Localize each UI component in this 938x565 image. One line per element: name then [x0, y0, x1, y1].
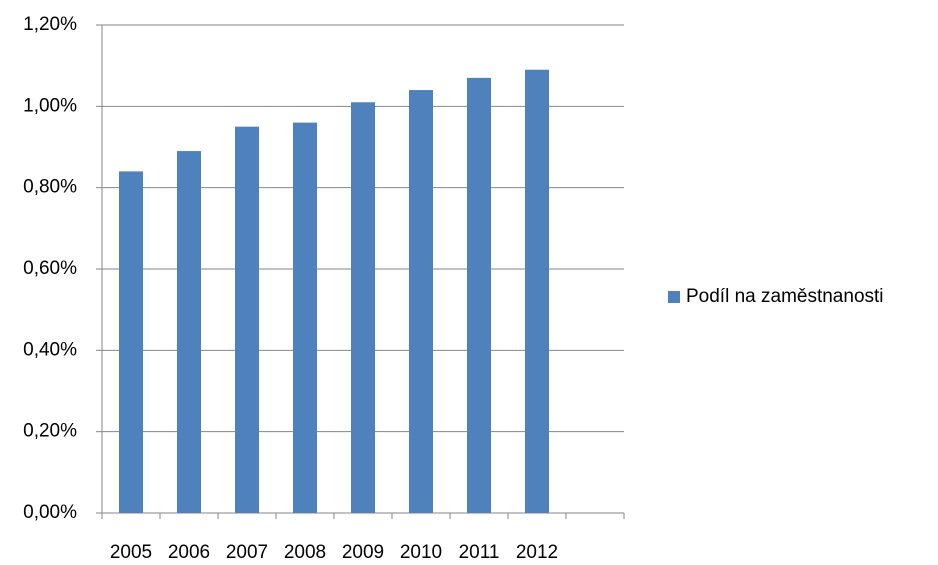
x-tick-label: 2006: [168, 542, 210, 563]
bar: [177, 151, 201, 514]
x-tick-label: 2007: [226, 542, 268, 563]
x-tick-label: 2005: [110, 542, 152, 563]
bar: [293, 122, 317, 513]
bar: [119, 171, 143, 513]
legend-swatch: [668, 291, 680, 303]
x-tick-label: 2010: [400, 542, 442, 563]
y-tick-label: 1,20%: [23, 14, 77, 35]
bar: [351, 102, 375, 514]
y-tick-label: 0,80%: [23, 177, 77, 198]
x-tick-label: 2009: [342, 542, 384, 563]
y-tick-label: 1,00%: [23, 95, 77, 116]
x-tick-label: 2008: [284, 542, 326, 563]
y-tick-label: 0,00%: [23, 502, 77, 523]
bar: [235, 126, 259, 514]
x-tick-label: 2011: [459, 542, 500, 563]
y-tick-label: 0,40%: [23, 339, 77, 360]
legend-label: Podíl na zaměstnanosti: [686, 286, 884, 307]
bar: [467, 77, 491, 513]
x-tick-label: 2012: [516, 542, 558, 563]
y-tick-label: 0,20%: [23, 421, 77, 442]
bar: [525, 69, 549, 513]
y-tick-label: 0,60%: [23, 258, 77, 279]
bar: [409, 90, 433, 514]
